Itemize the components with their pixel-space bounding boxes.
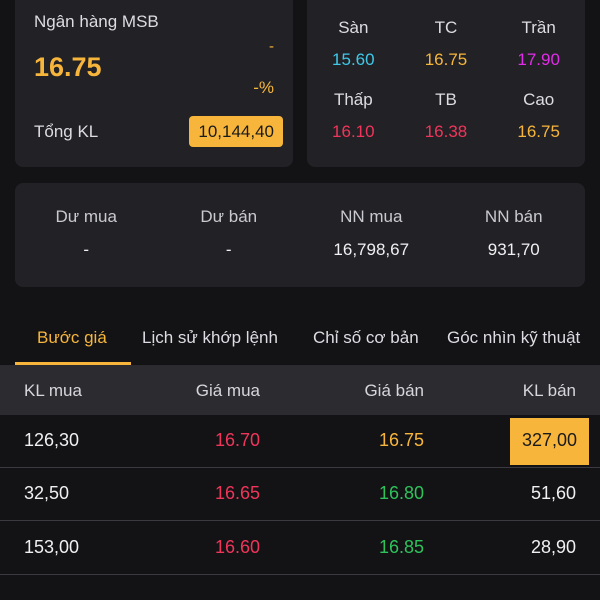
buy-volume-cell: 32,50: [24, 483, 70, 503]
stock-name: Ngân hàng MSB: [34, 12, 159, 31]
high-price-label: Cao: [523, 90, 555, 109]
tab-bar: Bước giá Lịch sử khớp lệnh Chỉ số cơ bản…: [0, 318, 600, 366]
active-tab-indicator: [15, 362, 131, 365]
sell-surplus: Dư bán -: [158, 207, 301, 260]
low-price: Thấp 16.10: [307, 84, 400, 156]
buy-volume-cell: 153,00: [24, 537, 80, 557]
header-buy-volume: KL mua: [24, 381, 82, 400]
floor-price: Sàn 15.60: [307, 12, 400, 84]
sell-price-cell: 16.80: [378, 483, 424, 503]
reference-price-value: 16.75: [424, 50, 468, 69]
average-price-value: 16.38: [424, 122, 468, 141]
average-price: TB 16.38: [400, 84, 493, 156]
sell-volume-cell: 28,90: [530, 537, 576, 557]
foreign-buy-label: NN mua: [340, 207, 403, 226]
buy-surplus-label: Dư mua: [55, 207, 117, 226]
reference-price: TC 16.75: [400, 12, 493, 84]
buy-price-cell: 16.70: [214, 430, 260, 450]
orderbook-header: KL mua Giá mua Giá bán KL bán: [0, 366, 600, 415]
sell-surplus-value: -: [225, 240, 232, 259]
high-price: Cao 16.75: [492, 84, 585, 156]
table-row[interactable]: 126,30 16.70 16.75 327,00: [0, 415, 600, 468]
buy-price-cell: 16.60: [214, 537, 260, 557]
price-change-percent: -%: [253, 78, 274, 97]
buy-surplus: Dư mua -: [15, 207, 158, 260]
tab-match-history[interactable]: Lịch sử khớp lệnh: [142, 328, 278, 347]
total-volume-badge: 10,144,40: [189, 116, 283, 147]
header-sell-price: Giá bán: [364, 381, 424, 400]
buy-volume-cell: 126,30: [24, 430, 80, 450]
total-volume-label: Tổng KL: [34, 122, 99, 141]
high-price-value: 16.75: [517, 122, 560, 141]
foreign-sell-value: 931,70: [487, 240, 540, 259]
sell-surplus-label: Dư bán: [200, 207, 258, 226]
current-price: 16.75: [34, 52, 102, 82]
foreign-trading-card: Dư mua - Dư bán - NN mua 16,798,67 NN bá…: [15, 183, 585, 287]
header-sell-volume: KL bán: [522, 381, 576, 400]
ceiling-price: Trần 17.90: [492, 12, 585, 84]
tab-technical-view[interactable]: Góc nhìn kỹ thuật: [447, 328, 581, 347]
ceiling-price-value: 17.90: [517, 50, 560, 69]
foreign-sell-label: NN bán: [484, 207, 543, 226]
average-price-label: TB: [435, 90, 457, 109]
floor-price-value: 15.60: [332, 50, 375, 69]
low-price-value: 16.10: [332, 122, 375, 141]
buy-surplus-value: -: [83, 240, 90, 259]
foreign-buy: NN mua 16,798,67: [300, 207, 443, 260]
buy-price-cell: 16.65: [214, 483, 260, 503]
reference-prices-card: Sàn 15.60 TC 16.75 Trần 17.90 Thấp 16.10…: [307, 0, 585, 167]
sell-price-cell: 16.85: [378, 537, 424, 557]
tab-fundamentals[interactable]: Chỉ số cơ bản: [313, 328, 419, 347]
sell-volume-cell: 51,60: [530, 483, 576, 503]
tab-price-steps[interactable]: Bước giá: [37, 328, 107, 347]
floor-price-label: Sàn: [338, 18, 369, 37]
foreign-buy-value: 16,798,67: [333, 240, 410, 259]
stock-summary-card: Ngân hàng MSB 16.75 - -% Tổng KL 10,144,…: [15, 0, 293, 167]
table-row[interactable]: 153,00 16.60 16.85 28,90: [0, 522, 600, 575]
table-row[interactable]: 32,50 16.65 16.80 51,60: [0, 468, 600, 521]
low-price-label: Thấp: [333, 90, 373, 109]
price-change: -: [269, 38, 274, 55]
foreign-sell: NN bán 931,70: [443, 207, 586, 260]
header-buy-price: Giá mua: [195, 381, 260, 400]
reference-price-label: TC: [434, 18, 458, 37]
sell-volume-cell: 327,00: [509, 418, 589, 465]
sell-price-cell: 16.75: [378, 430, 424, 450]
ceiling-price-label: Trần: [521, 18, 556, 37]
